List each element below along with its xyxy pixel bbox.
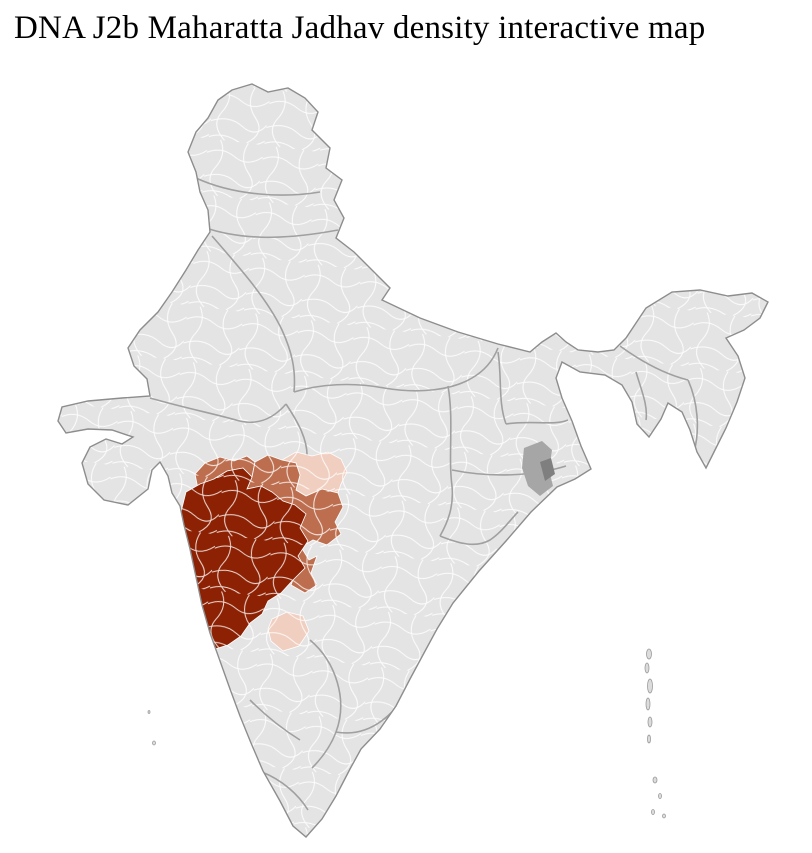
india-landmass-group[interactable] xyxy=(40,70,780,850)
dense-district-cluster-core xyxy=(540,458,555,481)
dense-district-cluster[interactable] xyxy=(522,441,553,496)
page-title: DNA J2b Maharatta Jadhav density interac… xyxy=(14,10,706,46)
india-outline xyxy=(57,83,769,838)
state-borders xyxy=(149,177,699,811)
district-boundaries-overlay xyxy=(58,84,768,837)
lakshadweep-islands[interactable] xyxy=(147,710,156,746)
andaman-nicobar-islands[interactable] xyxy=(644,648,666,819)
